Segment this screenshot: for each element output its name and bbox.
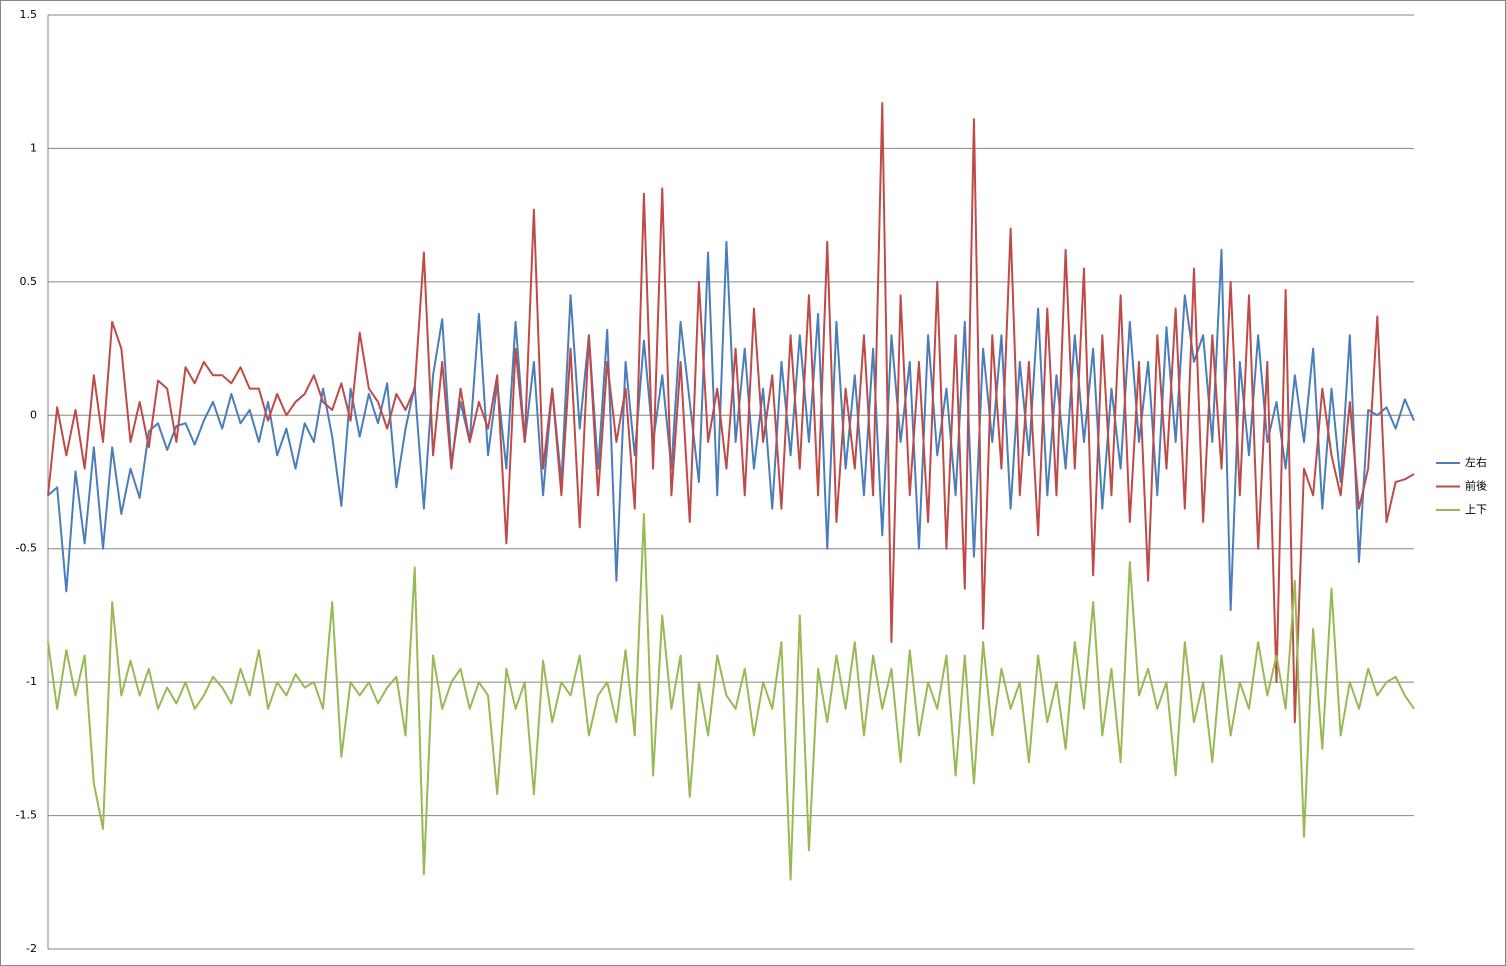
series-line [47, 513, 1415, 881]
y-tick-label: -0.5 [16, 542, 37, 555]
legend-label: 上下 [1465, 503, 1487, 516]
y-tick-label: -2 [26, 942, 37, 955]
y-tick-label: 0.5 [20, 275, 38, 288]
series-line [47, 102, 1415, 724]
legend-label: 前後 [1465, 479, 1487, 493]
y-tick-label: -1.5 [16, 809, 37, 822]
legend-label: 左右 [1465, 455, 1487, 469]
y-tick-label: -1 [26, 675, 37, 688]
y-tick-label: 0 [30, 408, 37, 421]
y-tick-label: 1 [30, 141, 37, 154]
y-tick-label: 1.5 [20, 8, 38, 21]
series-line [47, 240, 1415, 612]
